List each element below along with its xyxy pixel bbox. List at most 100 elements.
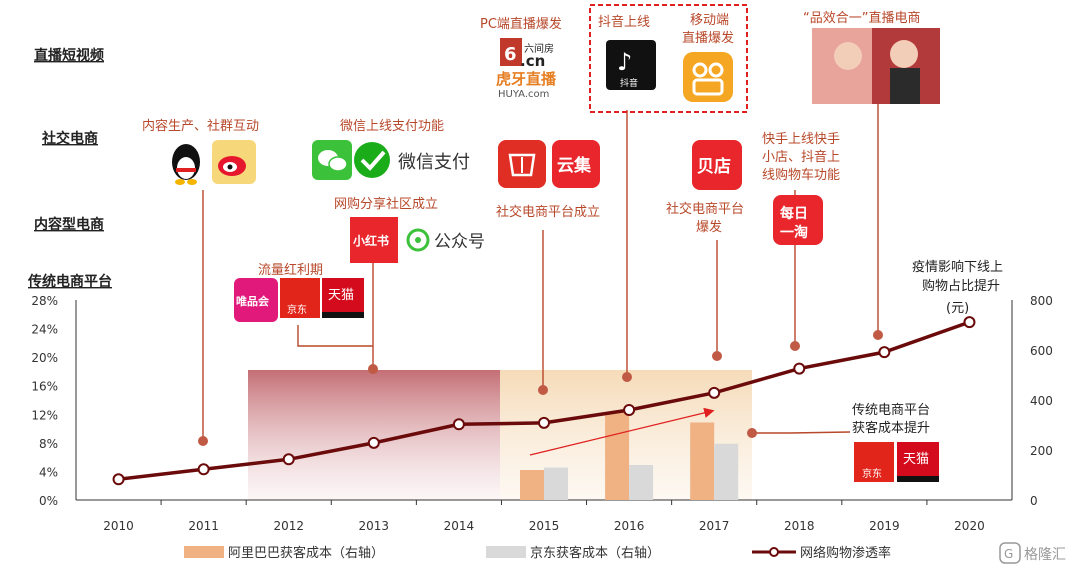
left-tick-label: 28% [31, 294, 58, 308]
anno-social-platform-founded: 社交电商平台成立 [496, 204, 600, 220]
wechat-pay-label: 微信支付 [398, 152, 470, 173]
event-dot-2011 [198, 436, 208, 446]
tmall-logo-2: 天猫 [897, 442, 939, 482]
anno-acq-cost-1: 传统电商平台 [852, 403, 930, 418]
legend-swatch-jd [486, 546, 526, 558]
bar-alibaba [690, 422, 715, 500]
right-tick-label: 200 [1030, 444, 1053, 458]
beidian-logo: 贝店 [692, 140, 742, 190]
livestream-photo [812, 28, 940, 104]
event-connectors [202, 104, 879, 440]
legend-swatch-marker [769, 547, 779, 557]
kuaishou-logo [683, 52, 733, 102]
right-axis-ticks: 0 200 400 600 800 [1030, 294, 1053, 508]
x-tick-label: 2018 [784, 519, 815, 533]
anno-content-social: 内容生产、社群互动 [142, 118, 259, 134]
jd-logo: 京东 [280, 278, 320, 318]
event-dot-2019 [873, 330, 883, 340]
legend-label-line: 网络购物渗透率 [800, 545, 891, 561]
left-tick-label: 8% [39, 437, 58, 451]
liujianfang-logo: 6 六间房 .cn [500, 38, 554, 70]
anno-acq-cost-2: 获客成本提升 [852, 420, 930, 436]
svg-text:虎牙直播: 虎牙直播 [496, 70, 557, 88]
gongzhonghao-label: 公众号 [434, 232, 485, 252]
connector-traffic [297, 325, 373, 347]
event-dot-2016 [622, 372, 632, 382]
line-point [452, 418, 465, 431]
x-tick-label: 2013 [359, 519, 390, 533]
left-axis-ticks: 0% 4% 8% 12% 16% 20% 24% 28% [31, 294, 58, 508]
svg-text:贝店: 贝店 [697, 156, 731, 177]
shaded-region-2012-2014 [248, 370, 500, 500]
bar-jd [629, 465, 654, 500]
left-tick-label: 16% [31, 380, 58, 394]
svg-text:每日: 每日 [780, 205, 808, 222]
x-tick-label: 2016 [614, 519, 645, 533]
x-tick-label: 2011 [188, 519, 219, 533]
anno-social-platform-boom-2: 爆发 [696, 219, 722, 235]
meiriyitao-logo: 每日 一淘 [773, 195, 823, 245]
qq-icon [172, 144, 200, 185]
anno-douyin-online: 抖音上线 [598, 14, 650, 30]
left-tick-label: 4% [39, 465, 58, 479]
connector-acq-cost [752, 431, 851, 434]
wechat-pay-icon [354, 142, 390, 178]
x-tick-label: 2017 [699, 519, 730, 533]
bar-series [520, 412, 739, 500]
left-tick-label: 0% [39, 494, 58, 508]
svg-text:小红书: 小红书 [353, 233, 389, 248]
event-dot-2017 [712, 351, 722, 361]
anno-wechat-pay-online: 微信上线支付功能 [340, 119, 444, 134]
svg-text:天猫: 天猫 [328, 288, 354, 303]
x-tick-label: 2020 [954, 519, 985, 533]
svg-text:一淘: 一淘 [780, 224, 808, 241]
anno-kuaishou-3: 线购物车功能 [762, 167, 840, 183]
line-series [112, 316, 976, 486]
yunji-logo: 云集 [552, 140, 600, 188]
pinduoduo-logo [498, 140, 546, 188]
wechat-icon [312, 140, 352, 180]
right-tick-label: 400 [1030, 394, 1053, 408]
svg-text:.cn: .cn [520, 52, 545, 70]
anno-epidemic-1: 疫情影响下线上 [912, 259, 1003, 275]
douyin-logo: ♪ 抖音 [606, 40, 656, 90]
svg-text:京东: 京东 [862, 467, 882, 480]
anno-kuaishou-1: 快手上线快手 [762, 132, 840, 147]
line-point [538, 416, 550, 429]
x-axis-ticks: 2010 2011 2012 2013 2014 2015 2016 2017 2018 2019… [103, 500, 985, 533]
line-point [623, 404, 636, 416]
left-tick-label: 24% [31, 323, 58, 337]
svg-text:六间房: 六间房 [524, 42, 554, 55]
line-point [963, 316, 976, 329]
svg-text:抖音: 抖音 [620, 77, 638, 89]
line-point [197, 463, 210, 476]
row-label-social: 社交电商 [41, 130, 98, 147]
jd-logo-2: 京东 [854, 442, 894, 482]
left-tick-label: 12% [31, 408, 58, 422]
bar-jd [714, 443, 739, 500]
anno-mobile-live-1: 移动端 [690, 13, 729, 28]
event-dot-acq-cost [747, 428, 757, 438]
right-tick-label: 0 [1030, 494, 1038, 508]
tmall-logo: 天猫 [322, 278, 364, 318]
x-tick-label: 2010 [103, 519, 134, 533]
anno-kuaishou-2: 小店、抖音上 [762, 149, 840, 165]
x-tick-label: 2019 [869, 519, 900, 533]
anno-traffic-dividend: 流量红利期 [258, 262, 323, 278]
line-point [282, 453, 295, 466]
row-label-live-video: 直播短视频 [34, 47, 104, 64]
line-point [793, 362, 806, 375]
line-point [878, 346, 891, 359]
line-point [112, 473, 125, 486]
event-dot-2018 [790, 341, 800, 351]
event-dot-2013 [368, 364, 378, 374]
huya-logo: 虎牙直播 HUYA.com [496, 70, 557, 100]
legend-swatch-alibaba [184, 546, 224, 558]
dashed-highlight-box [589, 4, 748, 113]
left-tick-label: 20% [31, 351, 58, 365]
bar-alibaba [605, 412, 630, 500]
anno-mobile-live-2: 直播爆发 [682, 30, 734, 46]
watermark: G 格隆汇 [999, 542, 1066, 564]
svg-text:京东: 京东 [287, 303, 307, 316]
bar-jd [544, 467, 568, 500]
